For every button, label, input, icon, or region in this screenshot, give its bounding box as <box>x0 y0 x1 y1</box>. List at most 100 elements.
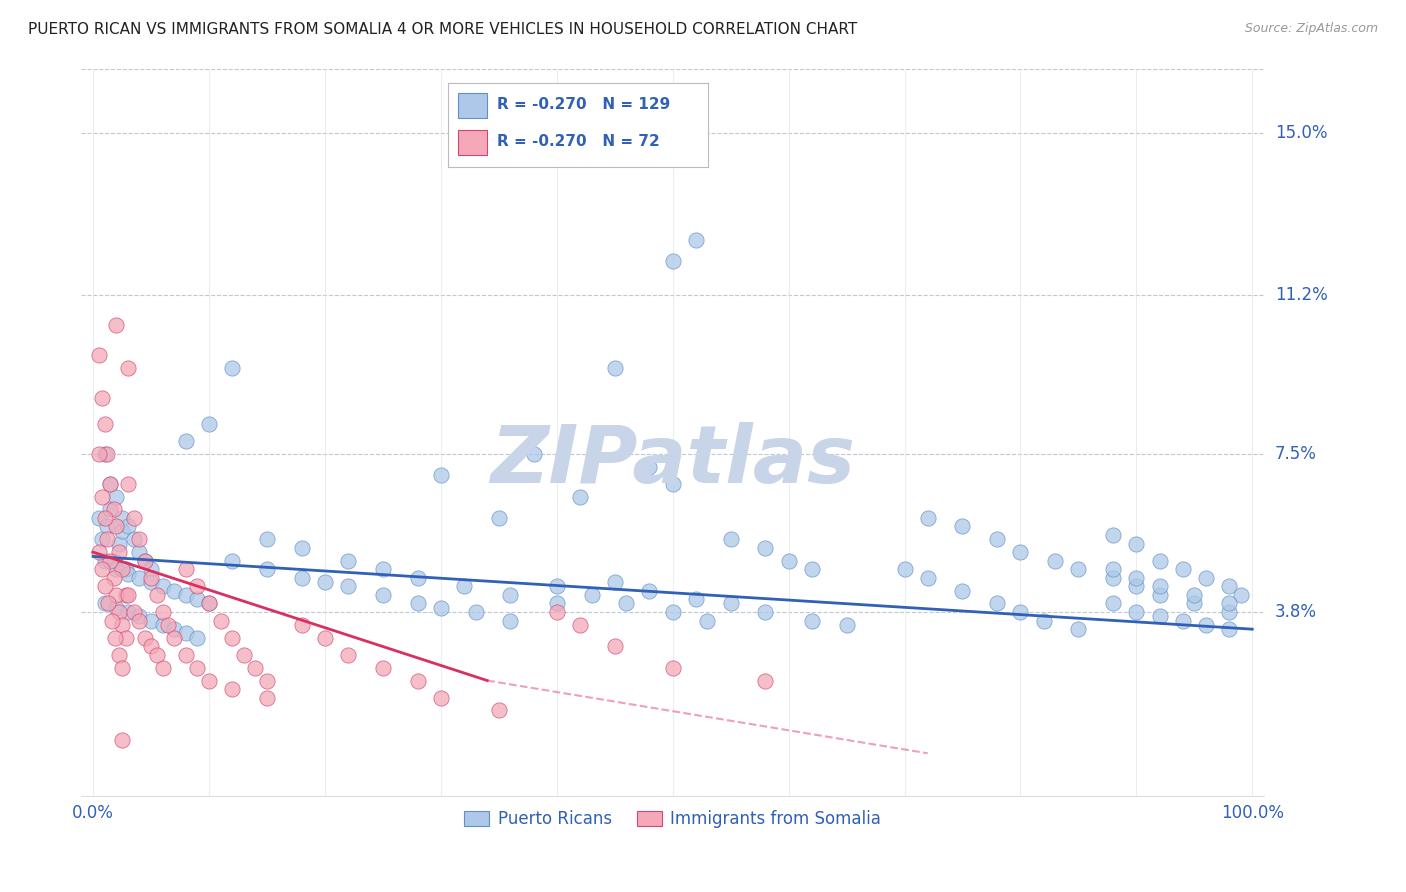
Point <box>1149 579 1171 593</box>
Point <box>100 502 122 516</box>
Point <box>256 562 278 576</box>
Point <box>103 571 125 585</box>
Point <box>661 661 683 675</box>
Point <box>198 597 221 611</box>
Point <box>917 511 939 525</box>
Point <box>117 588 139 602</box>
Point <box>1102 562 1125 576</box>
Point <box>107 605 129 619</box>
Point <box>406 673 429 688</box>
Point <box>952 583 974 598</box>
Point <box>128 571 150 585</box>
Text: Source: ZipAtlas.com: Source: ZipAtlas.com <box>1244 22 1378 36</box>
Point <box>754 673 776 688</box>
Point <box>1125 579 1147 593</box>
Point <box>337 554 360 568</box>
Point <box>134 554 156 568</box>
Point <box>117 566 139 581</box>
Point <box>107 648 129 662</box>
Point <box>1171 562 1194 576</box>
Text: 11.2%: 11.2% <box>1275 286 1327 304</box>
Point <box>893 562 915 576</box>
Point <box>107 536 129 550</box>
Point <box>117 361 139 376</box>
Point <box>685 592 707 607</box>
Point <box>581 588 603 602</box>
Point <box>163 583 186 598</box>
Point <box>499 614 522 628</box>
Point <box>114 562 136 576</box>
Point <box>1149 588 1171 602</box>
Point <box>546 597 568 611</box>
Point <box>100 476 122 491</box>
Text: ZIPatlas: ZIPatlas <box>491 423 855 500</box>
Point <box>1182 597 1205 611</box>
Point <box>778 554 800 568</box>
Point <box>163 631 186 645</box>
Point <box>603 640 626 654</box>
Point <box>105 490 128 504</box>
Point <box>1102 597 1125 611</box>
Point <box>488 704 510 718</box>
Point <box>1218 622 1240 636</box>
Text: PUERTO RICAN VS IMMIGRANTS FROM SOMALIA 4 OR MORE VEHICLES IN HOUSEHOLD CORRELAT: PUERTO RICAN VS IMMIGRANTS FROM SOMALIA … <box>28 22 858 37</box>
Point <box>139 562 162 576</box>
Point <box>1218 597 1240 611</box>
Point <box>152 618 174 632</box>
Point <box>1125 605 1147 619</box>
Point <box>111 618 134 632</box>
Point <box>1218 605 1240 619</box>
Point <box>1010 545 1032 559</box>
Point <box>105 600 128 615</box>
Point <box>122 605 145 619</box>
Point <box>152 605 174 619</box>
Point <box>1102 528 1125 542</box>
Point <box>93 554 115 568</box>
Point <box>91 490 114 504</box>
Point <box>174 626 197 640</box>
Point <box>1218 579 1240 593</box>
Text: 15.0%: 15.0% <box>1275 124 1327 142</box>
Point <box>122 511 145 525</box>
Point <box>93 417 115 431</box>
Point <box>1067 562 1090 576</box>
Point <box>1010 605 1032 619</box>
Point <box>174 648 197 662</box>
Point <box>134 631 156 645</box>
Point <box>523 447 546 461</box>
Point <box>256 673 278 688</box>
Point <box>103 554 125 568</box>
Point <box>430 600 453 615</box>
Point <box>800 614 823 628</box>
Point <box>337 579 360 593</box>
Point <box>1195 571 1218 585</box>
Point <box>754 605 776 619</box>
Point <box>91 562 114 576</box>
Point <box>221 554 243 568</box>
Text: 7.5%: 7.5% <box>1275 445 1317 463</box>
Point <box>105 588 128 602</box>
Point <box>661 476 683 491</box>
Point <box>97 597 120 611</box>
Point <box>245 661 267 675</box>
Point <box>128 545 150 559</box>
Point <box>488 511 510 525</box>
Point <box>1195 618 1218 632</box>
Point <box>1149 554 1171 568</box>
Point <box>568 490 591 504</box>
Point <box>100 476 122 491</box>
Point <box>117 605 139 619</box>
Point <box>87 511 110 525</box>
Point <box>104 631 127 645</box>
Point <box>146 588 169 602</box>
Point <box>186 661 208 675</box>
Point <box>371 562 394 576</box>
Point <box>139 571 162 585</box>
Point <box>638 459 661 474</box>
Point <box>134 554 156 568</box>
Point <box>198 597 221 611</box>
Point <box>87 447 110 461</box>
Point <box>128 533 150 547</box>
Point <box>603 575 626 590</box>
Point <box>685 233 707 247</box>
